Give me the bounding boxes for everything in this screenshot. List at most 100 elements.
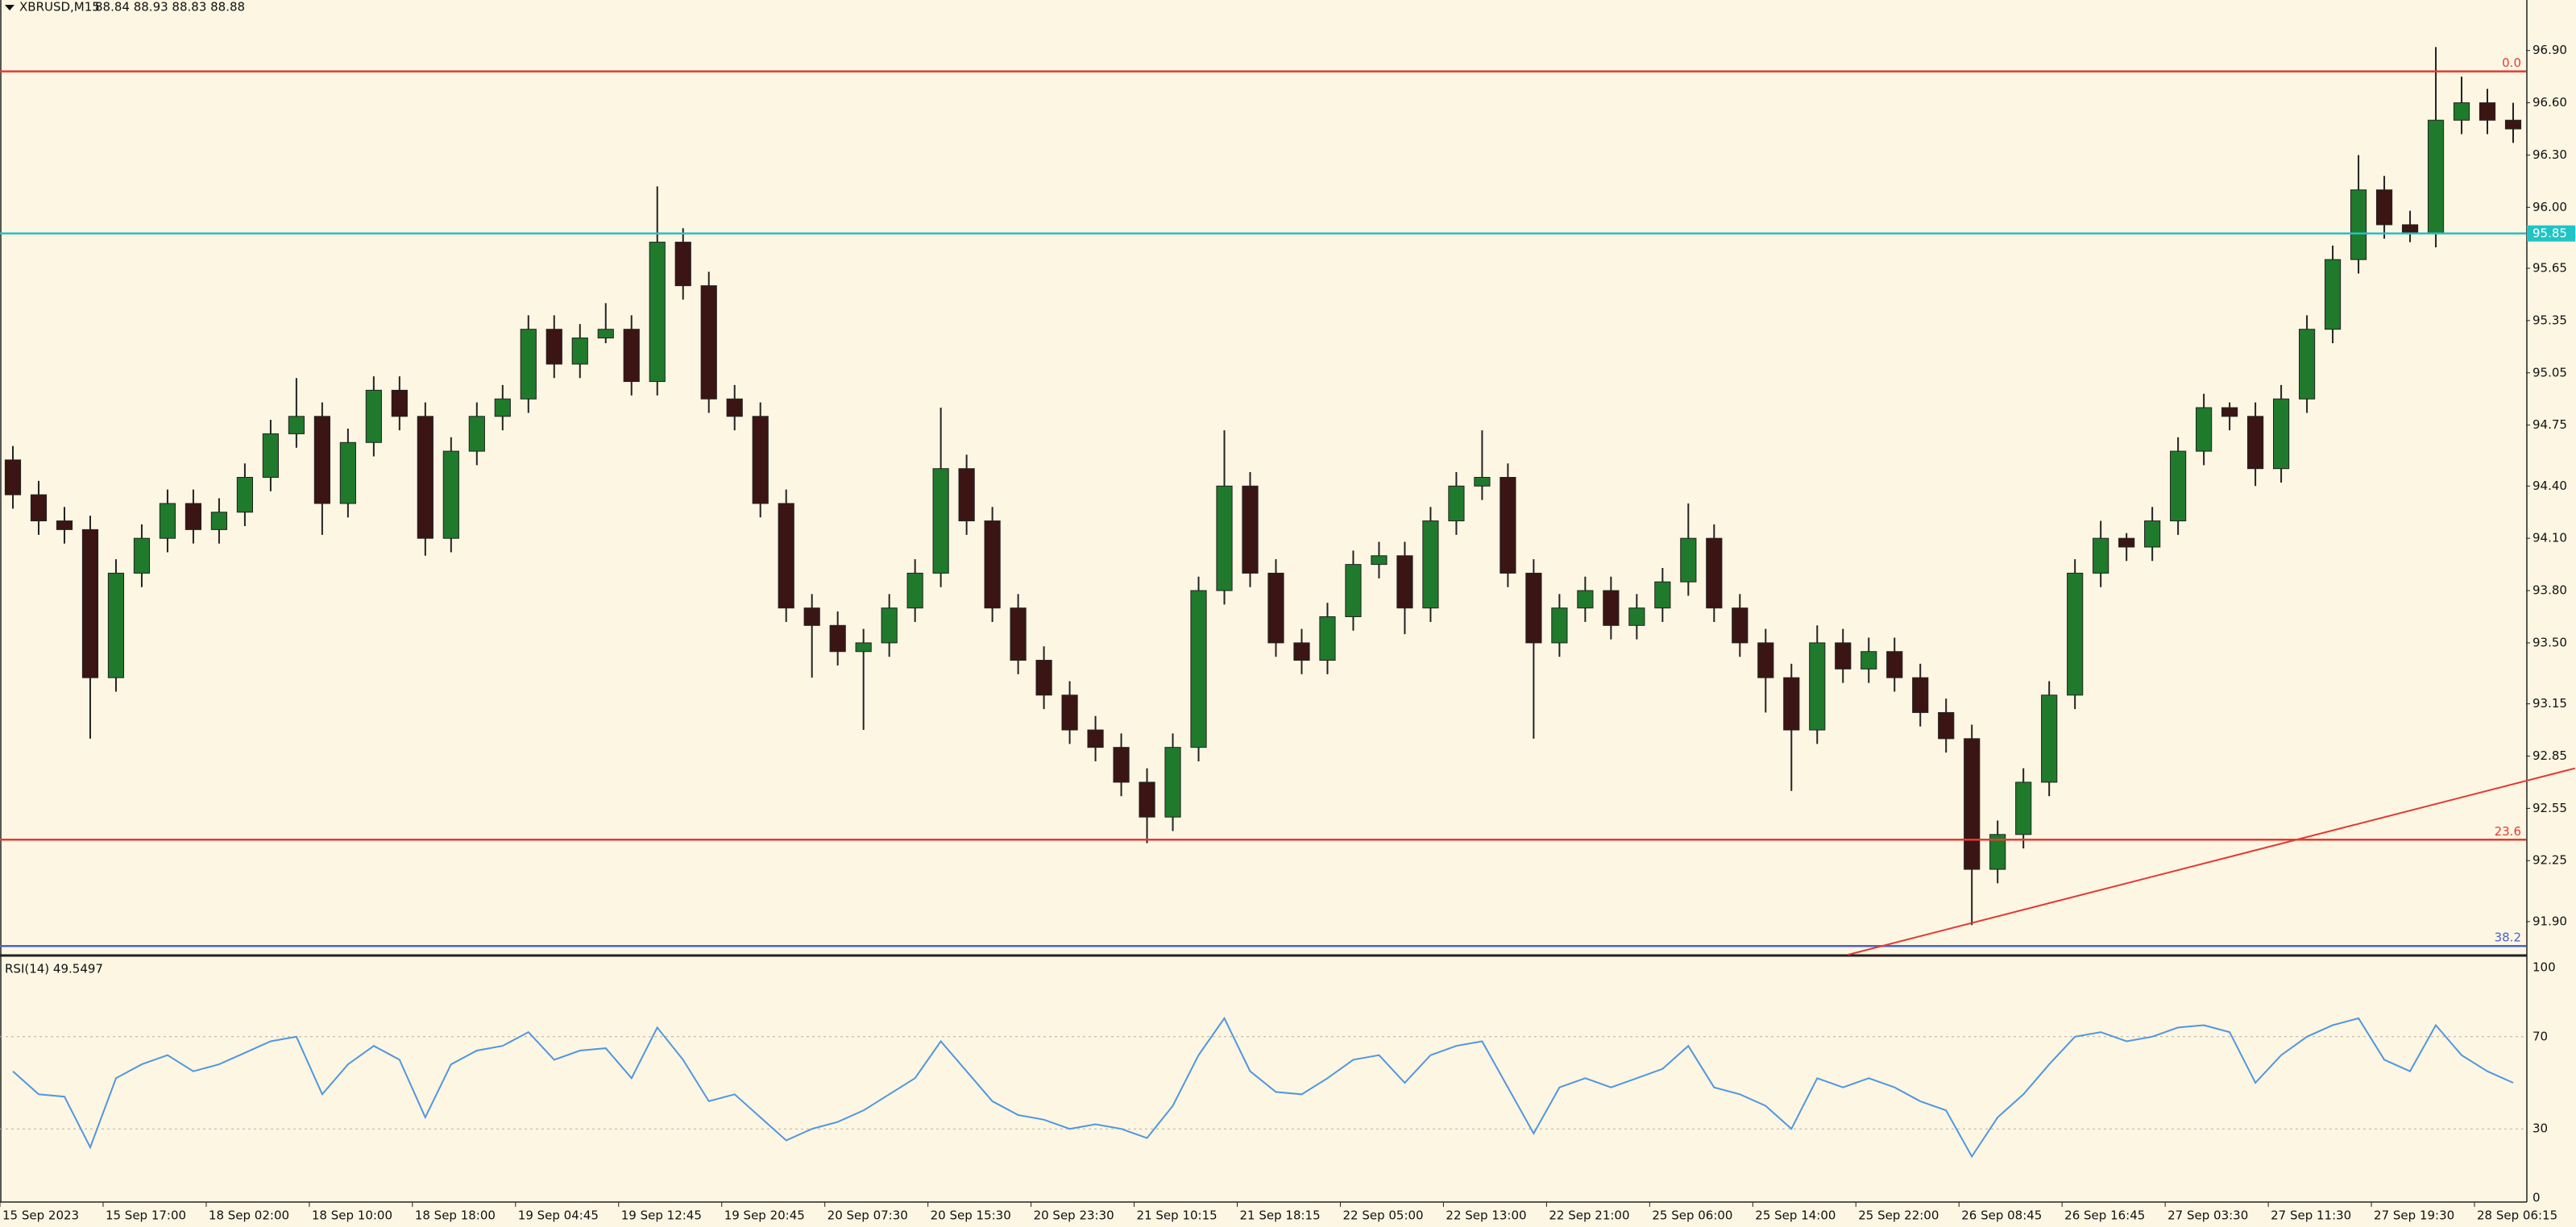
x-tick-label: 22 Sep 05:00 — [1342, 1208, 1423, 1223]
candle-body — [2118, 537, 2135, 548]
candle-body — [1757, 642, 1774, 678]
x-tick-label: 19 Sep 12:45 — [621, 1208, 702, 1223]
y-tick-label: 70 — [2532, 1029, 2548, 1043]
candle-body — [984, 520, 1001, 609]
candle-body — [571, 338, 588, 365]
candle-body — [1190, 590, 1207, 748]
candle-body — [2350, 189, 2367, 260]
candle-body — [1706, 537, 1723, 609]
quote: 88.84 88.93 88.83 88.88 — [95, 0, 245, 15]
candle-body — [1293, 642, 1310, 661]
candle-body — [391, 389, 408, 417]
candle-body — [159, 503, 176, 539]
candle-body — [829, 624, 846, 653]
candle-body — [4, 459, 22, 495]
candle-body — [932, 468, 949, 574]
candle-body — [1525, 572, 1542, 644]
candle-body — [1113, 747, 1130, 783]
candle-body — [2196, 407, 2213, 452]
candle-body — [210, 512, 228, 530]
x-tick-label: 18 Sep 02:00 — [209, 1208, 289, 1223]
candle-body — [107, 572, 125, 678]
level-label: 23.6 — [2495, 824, 2521, 839]
candle-body — [1603, 590, 1620, 626]
x-tick-label: 27 Sep 19:30 — [2374, 1208, 2454, 1223]
y-tick-label: 96.00 — [2532, 200, 2567, 214]
x-tick-label: 28 Sep 06:15 — [2477, 1208, 2557, 1223]
x-tick-label: 27 Sep 11:30 — [2271, 1208, 2351, 1223]
candle-body — [1577, 590, 1594, 609]
price-tag-label: 95.85 — [2532, 226, 2567, 240]
collapse-arrow[interactable] — [5, 5, 15, 10]
candle-body — [1551, 607, 1568, 644]
candle-body — [752, 416, 769, 504]
candle-body — [1345, 564, 1362, 617]
candle-body — [236, 477, 253, 513]
x-tick-label: 21 Sep 10:15 — [1137, 1208, 1217, 1223]
y-tick-label: 93.80 — [2532, 583, 2567, 598]
candle-body — [1267, 572, 1284, 644]
candle-body — [1474, 477, 1491, 487]
candle-body — [1139, 781, 1155, 818]
y-tick-label: 96.30 — [2532, 147, 2567, 162]
candle-body — [2144, 520, 2161, 548]
candle-body — [2067, 572, 2084, 696]
candle-body — [2170, 450, 2187, 522]
candle-body — [313, 416, 330, 504]
candle-body — [778, 503, 794, 609]
candle-body — [545, 329, 562, 365]
candle-body — [1448, 485, 1465, 522]
candle-body — [185, 503, 202, 530]
candle-body — [906, 572, 923, 609]
x-tick-label: 26 Sep 16:45 — [2064, 1208, 2145, 1223]
y-tick-label: 92.25 — [2532, 853, 2567, 868]
candle-body — [1680, 537, 1697, 582]
candle-body — [2401, 224, 2419, 234]
candle-body — [1886, 651, 1903, 678]
x-tick-label: 25 Sep 22:00 — [1858, 1208, 1939, 1223]
candle-body — [1860, 651, 1877, 669]
x-tick-label: 21 Sep 18:15 — [1240, 1208, 1321, 1223]
y-tick-label: 94.75 — [2532, 417, 2567, 432]
candle-body — [56, 520, 73, 530]
x-tick-label: 26 Sep 08:45 — [1961, 1208, 2042, 1223]
candle-body — [1061, 694, 1078, 731]
candle-body — [2324, 259, 2342, 330]
candle-body — [2427, 119, 2445, 234]
candle-body — [2015, 781, 2032, 835]
candle-body — [1371, 555, 1388, 566]
x-tick-label: 22 Sep 13:00 — [1446, 1208, 1526, 1223]
y-tick-label: 93.50 — [2532, 635, 2567, 649]
candle-body — [133, 537, 151, 574]
candle-body — [855, 642, 872, 653]
candle-body — [262, 433, 279, 478]
candle-body — [674, 242, 691, 287]
rsi-title: RSI(14) 49.5497 — [5, 962, 103, 976]
candle-body — [1500, 477, 1516, 574]
candle-body — [1912, 677, 1929, 713]
candle-body — [1809, 642, 1826, 731]
candle-body — [1654, 581, 1671, 609]
candle-body — [2273, 398, 2290, 470]
level-label: 0.0 — [2502, 56, 2521, 70]
candle-body — [1732, 607, 1748, 644]
y-tick-label: 0 — [2532, 1191, 2541, 1205]
y-tick-label: 96.90 — [2532, 43, 2567, 57]
x-tick-label: 20 Sep 23:30 — [1034, 1208, 1114, 1223]
candle-body — [1035, 660, 1052, 696]
candle-body — [1087, 729, 1104, 748]
trend-line — [1848, 767, 2576, 955]
y-tick-label: 95.05 — [2532, 365, 2567, 379]
candle-body — [2041, 694, 2058, 783]
y-tick-label: 30 — [2532, 1121, 2548, 1136]
candle-body — [468, 416, 485, 452]
candle-body — [649, 242, 666, 383]
candle-body — [1396, 555, 1413, 609]
candle-body — [442, 450, 459, 539]
candle-body — [597, 329, 614, 339]
candle-body — [1010, 607, 1027, 661]
x-tick-label: 25 Sep 14:00 — [1755, 1208, 1836, 1223]
candle-body — [365, 389, 382, 443]
candle-body — [881, 607, 898, 644]
